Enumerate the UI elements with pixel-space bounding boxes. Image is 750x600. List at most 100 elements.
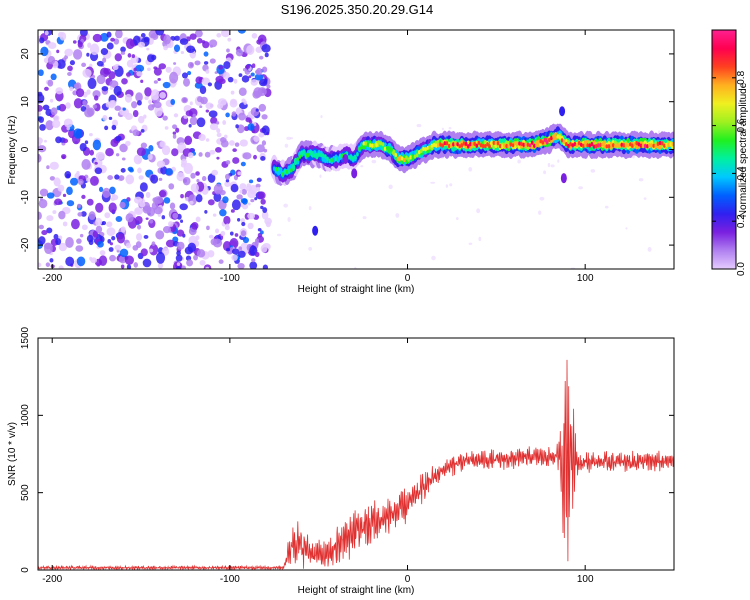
heatmap-cell — [45, 108, 53, 117]
heatmap-cell — [353, 154, 357, 160]
heatmap-cell — [188, 152, 194, 159]
heatmap-cell — [225, 223, 230, 228]
colorbar-tick-label: 0.8 — [736, 70, 747, 84]
heatmap-cell — [257, 191, 266, 200]
heatmap-cell — [299, 270, 304, 273]
heatmap-cell — [652, 143, 656, 148]
heatmap-cell — [237, 30, 246, 34]
heatmap-cell — [133, 196, 143, 204]
heatmap-cell — [203, 51, 209, 57]
heatmap-cell — [351, 168, 358, 179]
heatmap-cell — [328, 158, 332, 164]
heatmap-cell — [471, 142, 474, 147]
snr-y-label: SNR (10 * v/v) — [7, 422, 18, 486]
heatmap-cell — [490, 141, 494, 146]
heatmap-cell — [199, 259, 206, 266]
heatmap-cell — [622, 143, 626, 148]
heatmap-cell — [38, 93, 45, 104]
heatmap-cell — [250, 198, 255, 203]
heatmap-cell — [158, 190, 167, 198]
heatmap-cell — [656, 141, 660, 147]
heatmap-cell — [76, 170, 80, 175]
heatmap-cell — [101, 86, 109, 92]
spectrogram-y-label: Frequency (Hz) — [7, 116, 18, 185]
heatmap-cell — [559, 106, 566, 117]
heatmap-cell — [227, 76, 234, 83]
heatmap-cell — [388, 146, 391, 151]
heatmap-cell — [95, 217, 103, 227]
heatmap-cell — [196, 117, 206, 128]
heatmap-cell — [253, 135, 260, 142]
heatmap-cell — [196, 179, 200, 183]
heatmap-cell — [227, 37, 232, 42]
colorbar-tick-label: 0.4 — [736, 166, 747, 180]
heatmap-cell — [238, 73, 243, 78]
heatmap-cell — [247, 212, 256, 220]
heatmap-cell — [49, 98, 54, 103]
heatmap-cell — [187, 70, 192, 76]
heatmap-cell — [339, 153, 342, 159]
heatmap-cell — [231, 254, 238, 261]
heatmap-cell — [437, 143, 440, 148]
heatmap-cell — [171, 148, 179, 157]
heatmap-cell — [287, 217, 291, 222]
heatmap-cell — [219, 209, 227, 217]
heatmap-cell — [250, 79, 258, 86]
x-tick-label: 100 — [577, 574, 594, 585]
heatmap-cell — [256, 177, 262, 183]
heatmap-cell — [127, 53, 132, 58]
heatmap-cell — [204, 210, 208, 214]
heatmap-cell — [73, 83, 80, 89]
heatmap-cell — [108, 71, 116, 80]
heatmap-cell — [119, 248, 129, 258]
heatmap-cell — [101, 220, 107, 226]
heatmap-cell — [360, 165, 364, 168]
heatmap-cell — [44, 30, 49, 36]
heatmap-cell — [148, 30, 158, 39]
heatmap-cell — [153, 67, 162, 76]
heatmap-cell — [516, 141, 519, 146]
heatmap-cell — [55, 238, 62, 246]
heatmap-cell — [41, 230, 48, 236]
heatmap-cell — [238, 246, 243, 251]
heatmap-cell — [261, 114, 268, 120]
heatmap-cell — [503, 143, 506, 148]
heatmap-cell — [124, 93, 133, 103]
heatmap-cell — [248, 179, 254, 184]
heatmap-cell — [194, 60, 201, 66]
heatmap-cell — [207, 82, 213, 87]
heatmap-cell — [226, 48, 230, 53]
heatmap-cell — [362, 216, 367, 220]
heatmap-cell — [241, 75, 250, 83]
heatmap-cell — [137, 115, 145, 124]
heatmap-cell — [126, 59, 134, 68]
heatmap-cell — [88, 211, 96, 221]
heatmap-cell — [154, 105, 163, 117]
heatmap-cell — [99, 32, 109, 42]
heatmap-cell — [290, 168, 293, 173]
heatmap-cell — [371, 159, 377, 164]
heatmap-cell — [488, 144, 491, 149]
heatmap-cell — [240, 161, 246, 167]
heatmap-cell — [94, 95, 99, 101]
heatmap-cell — [67, 71, 72, 76]
heatmap-cell — [558, 135, 562, 140]
heatmap-cell — [190, 172, 196, 179]
heatmap-cell — [481, 143, 485, 149]
heatmap-cell — [272, 281, 277, 285]
heatmap-cell — [319, 152, 323, 158]
heatmap-cell — [161, 145, 171, 156]
heatmap-cell — [157, 77, 161, 81]
heatmap-cell — [562, 139, 566, 145]
heatmap-cell — [195, 235, 200, 241]
colorbar: 0.0 0.2 0.4 0.6 0.8 Normalized spectral ampl… — [711, 29, 749, 276]
x-tick-label: -200 — [42, 273, 62, 284]
heatmap-cell — [161, 215, 166, 220]
heatmap-cell — [206, 225, 210, 231]
heatmap-cell — [180, 194, 184, 199]
heatmap-cell — [552, 134, 555, 139]
heatmap-cell — [578, 186, 583, 190]
heatmap-cell — [95, 151, 105, 161]
x-tick-label: 0 — [405, 273, 411, 284]
heatmap-cell — [87, 42, 92, 48]
